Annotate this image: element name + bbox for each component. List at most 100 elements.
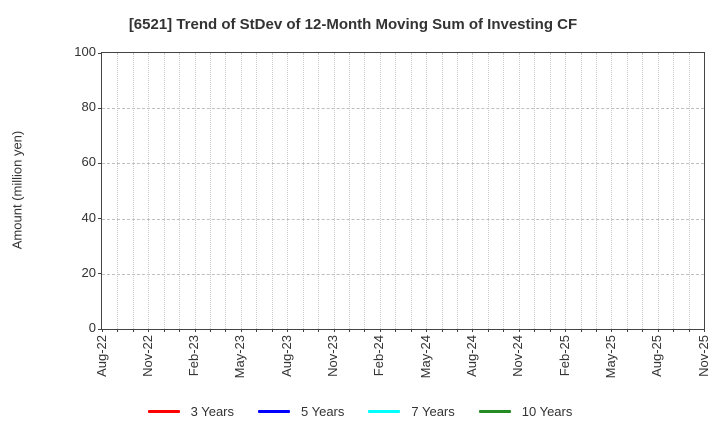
v-gridline — [657, 53, 659, 329]
v-gridline — [534, 53, 536, 329]
h-gridline — [102, 273, 704, 275]
x-tick-label: May-24 — [417, 335, 433, 379]
v-gridline — [642, 53, 644, 329]
legend-label: 10 Years — [521, 404, 573, 419]
x-tick-mark — [348, 329, 350, 332]
v-gridline — [595, 53, 597, 329]
x-tick-mark — [704, 329, 705, 332]
v-gridline — [163, 53, 165, 329]
x-tick-mark — [379, 329, 381, 332]
v-gridline — [302, 53, 304, 329]
x-tick-mark — [117, 329, 119, 332]
x-tick-label: May-25 — [602, 335, 618, 379]
h-gridline — [102, 108, 704, 110]
v-gridline — [225, 53, 227, 329]
legend-line-swatch — [147, 410, 180, 413]
v-gridline — [580, 53, 582, 329]
v-gridline — [148, 53, 150, 329]
x-tick-mark — [503, 329, 505, 332]
x-tick-mark — [657, 329, 659, 332]
v-gridline — [348, 53, 350, 329]
y-tick-label: 40 — [81, 209, 96, 225]
x-tick-mark — [611, 329, 613, 332]
x-tick-mark — [673, 329, 675, 332]
v-gridline — [210, 53, 212, 329]
legend-line-swatch — [478, 410, 511, 413]
x-tick-mark — [472, 329, 474, 332]
y-tick-mark — [98, 273, 101, 275]
v-gridline — [318, 53, 320, 329]
v-gridline — [117, 53, 119, 329]
x-tick-mark — [225, 329, 227, 332]
x-tick-mark — [210, 329, 212, 332]
x-tick-mark — [256, 329, 258, 332]
x-tick-mark — [518, 329, 520, 332]
y-tick-mark — [98, 107, 101, 109]
x-tick-mark — [132, 329, 134, 332]
v-gridline — [673, 53, 675, 329]
x-tick-label: Feb-25 — [556, 335, 572, 377]
v-gridline — [333, 53, 335, 329]
legend-label: 7 Years — [411, 404, 455, 419]
x-tick-label: Feb-23 — [186, 335, 202, 377]
v-gridline — [565, 53, 567, 329]
x-tick-mark — [457, 329, 459, 332]
v-gridline — [611, 53, 613, 329]
legend-item: 3 Years — [147, 404, 234, 419]
v-gridline — [194, 53, 196, 329]
y-tick-label: 80 — [81, 99, 96, 115]
x-tick-mark — [642, 329, 644, 332]
plot-area — [98, 52, 705, 332]
x-tick-mark — [240, 329, 242, 332]
y-tick-label: 20 — [81, 264, 96, 280]
x-tick-mark — [565, 329, 567, 332]
chart-title: [6521] Trend of StDev of 12-Month Moving… — [128, 16, 578, 33]
y-tick-label: 0 — [88, 320, 96, 335]
y-tick-mark — [98, 162, 101, 164]
x-tick-mark — [395, 329, 397, 332]
x-tick-label: Nov-25 — [695, 335, 711, 377]
y-tick-mark — [98, 328, 101, 330]
v-gridline — [287, 53, 289, 329]
y-axis-label: Amount (million yen) — [9, 130, 25, 250]
x-tick-mark — [549, 329, 551, 332]
legend-line-swatch — [258, 410, 290, 413]
v-gridline — [426, 53, 428, 329]
x-tick-mark — [302, 329, 304, 332]
x-tick-mark — [426, 329, 428, 332]
x-tick-mark — [333, 329, 335, 332]
v-gridline — [688, 53, 690, 329]
legend-line-swatch — [368, 410, 401, 413]
v-gridline — [379, 53, 381, 329]
v-gridline — [472, 53, 474, 329]
x-tick-label: May-23 — [232, 335, 248, 379]
y-tick-mark — [98, 218, 101, 220]
x-tick-mark — [364, 329, 366, 332]
legend-label: 3 Years — [190, 404, 234, 419]
x-tick-mark — [271, 329, 273, 332]
x-tick-mark — [194, 329, 196, 332]
y-tick-label: 60 — [81, 154, 96, 170]
v-gridline — [410, 53, 412, 329]
x-tick-mark — [441, 329, 443, 332]
x-tick-label: Nov-24 — [510, 335, 526, 377]
x-tick-label: Feb-24 — [371, 335, 387, 377]
v-gridline — [503, 53, 505, 329]
v-gridline — [626, 53, 628, 329]
legend-item: 7 Years — [368, 404, 455, 419]
v-gridline — [518, 53, 520, 329]
v-gridline — [549, 53, 551, 329]
v-gridline — [487, 53, 489, 329]
x-tick-mark — [102, 329, 103, 332]
y-tick-mark — [98, 52, 101, 54]
x-tick-label: Nov-22 — [139, 335, 155, 377]
legend: 3 Years 5 Years 7 Years 10 Years — [0, 404, 720, 419]
x-tick-mark — [179, 329, 181, 332]
x-tick-mark — [163, 329, 165, 332]
x-tick-mark — [287, 329, 289, 332]
h-gridline — [102, 163, 704, 165]
v-gridline — [132, 53, 134, 329]
v-gridline — [395, 53, 397, 329]
x-tick-mark — [580, 329, 582, 332]
v-gridline — [364, 53, 366, 329]
